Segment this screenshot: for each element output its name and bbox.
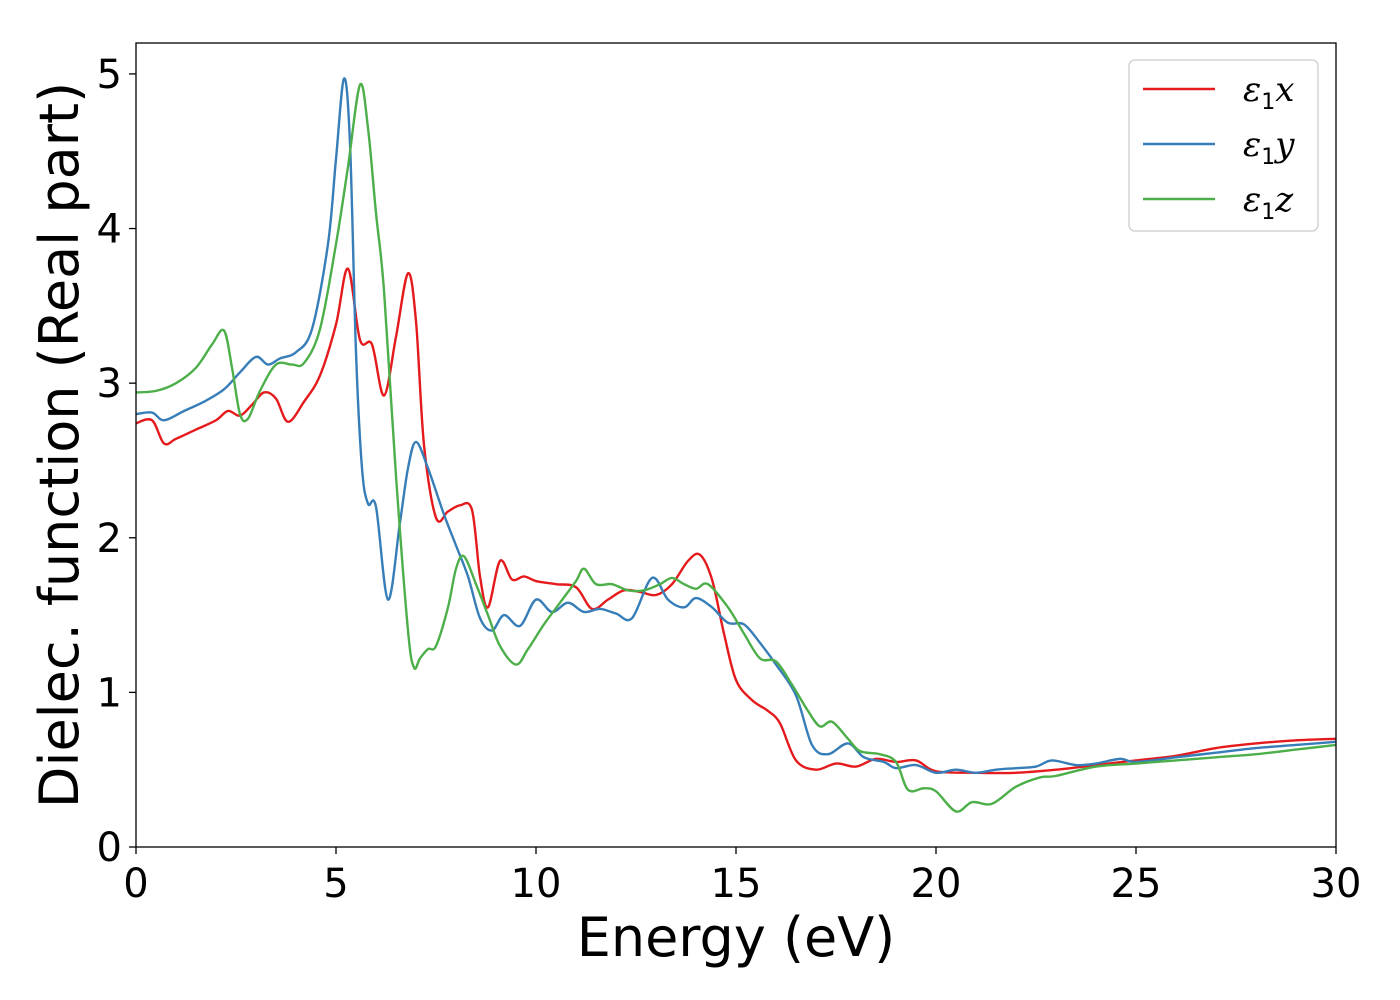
x-axis: 0 5 10 15 20 25 30	[123, 847, 1361, 907]
series-line-z	[135, 82, 1337, 813]
x-tick-label: 30	[1311, 861, 1362, 907]
y-tick-label: 1	[97, 670, 122, 716]
y-axis: 0 1 2 3 4 5	[97, 52, 136, 871]
x-tick-label: 15	[711, 861, 762, 907]
legend-label-x: ε1x	[1243, 70, 1294, 115]
x-tick-label: 0	[123, 861, 148, 907]
legend: ε1x ε1y ε1z	[1128, 59, 1319, 232]
legend-box	[1128, 59, 1319, 232]
series-layer	[135, 77, 1337, 813]
y-tick-label: 4	[97, 207, 122, 253]
y-tick-label: 3	[97, 361, 122, 407]
legend-label-z: ε1z	[1243, 180, 1294, 225]
x-tick-label: 10	[511, 861, 562, 907]
x-axis-label: Energy (eV)	[577, 906, 896, 969]
y-axis-label: Dielec. function (Real part)	[28, 82, 91, 808]
y-tick-label: 2	[97, 516, 122, 562]
legend-label-y: ε1y	[1243, 125, 1295, 170]
series-line-x	[135, 267, 1337, 775]
y-tick-label: 5	[97, 52, 122, 98]
x-tick-label: 20	[911, 861, 962, 907]
series-line-y	[135, 77, 1337, 775]
x-tick-label: 5	[323, 861, 348, 907]
y-tick-label: 0	[97, 825, 122, 871]
x-tick-label: 25	[1111, 861, 1162, 907]
